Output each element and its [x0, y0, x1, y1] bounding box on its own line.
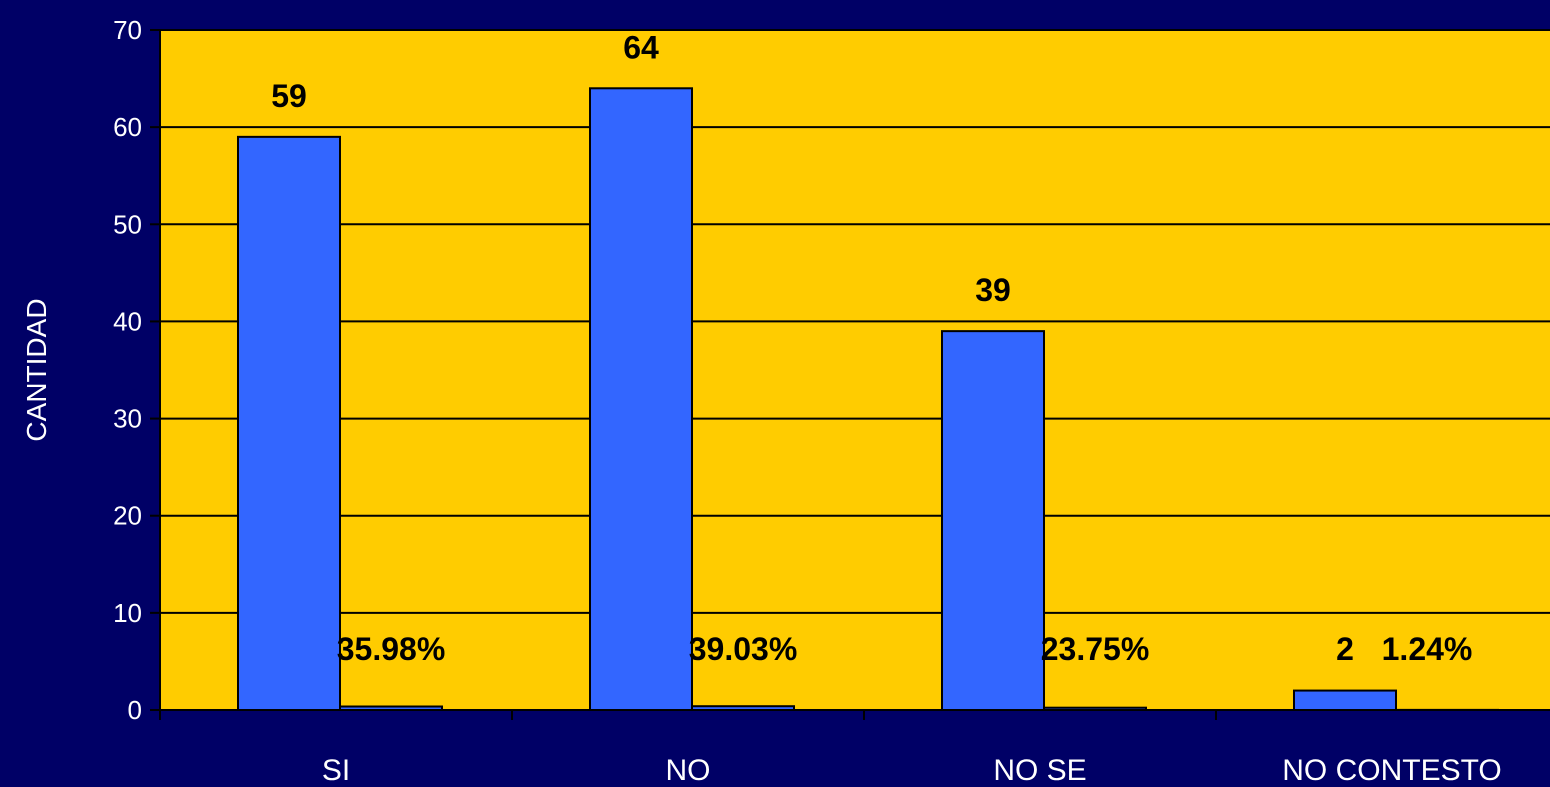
bar-count: [1293, 689, 1397, 711]
data-label-percent: 23.75%: [1041, 631, 1150, 667]
bar-count: [237, 135, 341, 712]
bar-count: [941, 330, 1045, 711]
y-tick-labels: 0 10 20 30 40 50 60 70: [113, 15, 142, 725]
x-category-label: NO CONTESTO: [1282, 754, 1501, 787]
y-tick-label: 60: [113, 112, 142, 142]
data-label-count: 2: [1336, 631, 1354, 667]
data-label-percent: 1.24%: [1382, 631, 1473, 667]
data-label-count: 59: [271, 78, 307, 114]
x-category-label: NO SE: [993, 754, 1086, 787]
plot-area: [160, 30, 1550, 710]
x-category-labels: SI NO NO SE NO CONTESTO: [322, 754, 1502, 787]
y-tick-label: 20: [113, 501, 142, 531]
axes: [150, 29, 1550, 720]
data-label-percent: 39.03%: [689, 631, 798, 667]
y-tick-label: 10: [113, 598, 142, 628]
x-category-label: SI: [322, 754, 350, 787]
y-tick-label: 50: [113, 209, 142, 239]
y-tick-label: 30: [113, 404, 142, 434]
data-label-count: 39: [975, 272, 1011, 308]
data-label-percent: 35.98%: [337, 631, 446, 667]
data-labels: 59 35.98% 64 39.03% 39 23.75% 2 1.24%: [271, 29, 1472, 667]
y-tick-label: 70: [113, 15, 142, 45]
bar-count: [589, 87, 693, 712]
data-label-count: 64: [623, 29, 659, 65]
y-tick-label: 0: [128, 695, 142, 725]
y-tick-label: 40: [113, 306, 142, 336]
grid-lines: [160, 29, 1550, 614]
x-category-label: NO: [666, 754, 711, 787]
y-axis-title: CANTIDAD: [21, 298, 52, 441]
